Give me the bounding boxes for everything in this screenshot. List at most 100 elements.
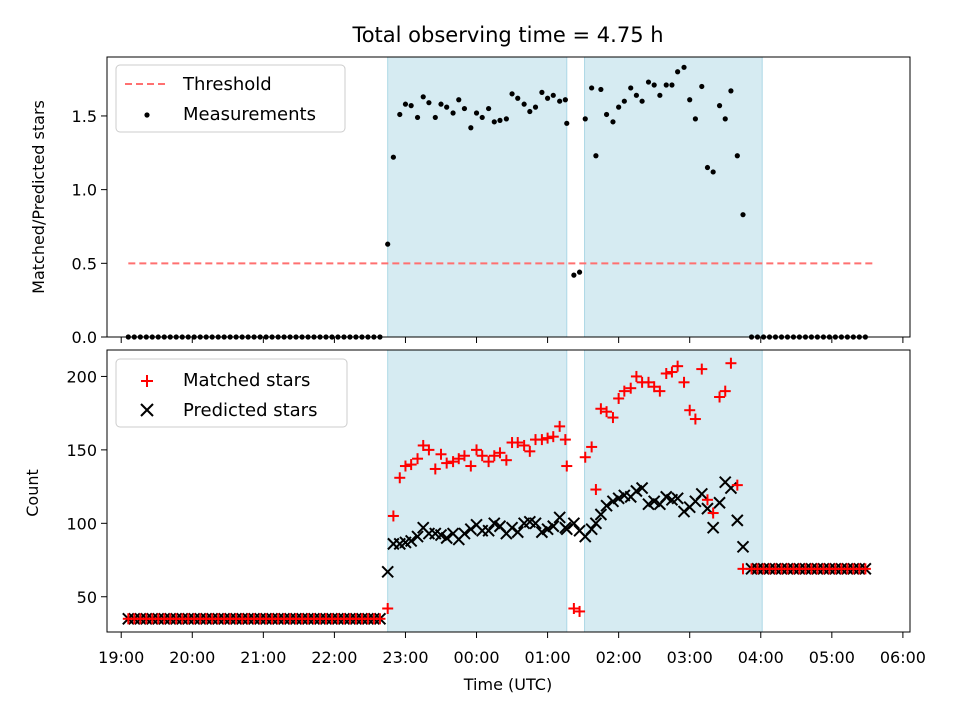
measurement-point [426,100,432,106]
measurement-point [532,104,539,110]
x-tick-label: 21:00 [240,648,286,667]
matched-star-marker [465,460,477,472]
measurement-point [589,85,595,91]
measurement-point [564,120,570,126]
predicted-star-marker [482,524,495,537]
predicted-star-marker [567,517,581,530]
predicted-star-marker [411,530,424,543]
measurement-point [621,98,627,104]
matched-star-marker [642,376,654,388]
ratio-plot-frame [106,56,911,338]
matched-star-marker [630,370,642,382]
matched-star-marker [494,447,506,459]
measurement-point [456,97,462,103]
ratio-legend: Threshold Measurements [115,64,346,133]
predicted-star-marker [695,487,708,501]
measurement-point [562,97,568,103]
measurement-point [550,92,556,98]
matched-star-marker [701,494,713,506]
matched-star-marker [536,434,548,446]
legend-predicted-label: Predicted stars [183,400,317,421]
matched-star-marker [654,385,666,397]
matched-star-marker [471,444,483,456]
matched-star-marker [559,434,571,446]
matched-star-marker [374,613,386,625]
measurement-point [544,95,551,101]
matched-star-marker [586,441,598,453]
legend-measurements-label: Measurements [183,104,316,125]
matched-star-marker [666,366,678,378]
count-y-tick-label: 100 [66,514,97,533]
measurement-point [509,91,515,97]
ratio-y-ticks: 0.0 0.5 1.0 1.5 [72,107,107,347]
predicted-star-marker [713,496,726,509]
matched-star-marker [579,451,591,463]
ratio-panel: 0.0 0.5 1.0 1.5 Matched/Predicted stars Thr… [29,56,911,347]
x-tick-label: 22:00 [311,648,357,667]
count-y-tick-label: 50 [77,588,97,607]
matched-star-marker [458,450,470,462]
measurement-point [734,153,740,159]
matched-star-marker [382,603,394,614]
matched-star-marker [423,444,435,456]
predicted-star-marker [511,525,524,539]
matched-star-marker [554,420,566,432]
matched-star-marker [618,385,630,397]
matched-star-marker [447,456,459,468]
matched-star-marker [518,439,530,451]
matched-star-marker [476,450,488,462]
x-tick-label: 04:00 [738,648,784,667]
count-x-ticks: 19:00 20:00 21:00 22:00 23:00 00:00 01:00 02:00… [98,632,926,667]
matched-star-marker [648,381,660,393]
measurement-point [651,82,657,88]
predicted-star-marker [381,565,394,578]
measurement-point [728,88,734,94]
predicted-star-marker [404,534,418,548]
predicted-star-marker [585,522,598,536]
night-span-1 [387,56,568,338]
ratio-y-tick-label: 0.0 [72,328,97,347]
matched-star-marker [412,453,424,465]
matched-star-marker [607,412,619,424]
predicted-star-marker [440,531,453,545]
ratio-x-ticks [120,337,904,343]
night-spans-top [387,56,763,338]
matched-star-marker [500,454,512,466]
measurement-point [710,169,716,175]
predicted-star-marker [736,540,750,554]
measurement-point [468,125,474,131]
x-tick-label: 20:00 [169,648,215,667]
predicted-star-marker [706,521,720,534]
measurement-point [675,69,681,75]
matched-star-marker [399,460,411,472]
night-span-2 [584,56,763,338]
measurement-point [740,212,746,218]
legend-measurements-swatch [144,112,150,118]
count-points [122,357,872,625]
count-plot-frame [106,349,911,633]
legend-matched-swatch [141,375,153,387]
night-span-2 [584,349,763,633]
predicted-star-marker [594,508,608,521]
measurement-point [616,104,622,110]
legend-threshold-label: Threshold [182,74,272,95]
predicted-star-marker [635,481,649,495]
matched-star-marker [547,431,559,443]
x-tick-label: 05:00 [809,648,855,667]
measurement-point [669,82,675,88]
matched-star-marker [387,510,399,522]
measurement-point [414,114,421,121]
measurement-point [681,64,687,70]
count-legend: Matched stars Predicted stars [115,358,348,428]
measurement-point [633,92,640,98]
night-span-1 [387,349,568,633]
measurement-point [385,241,391,247]
measurement-point [582,116,588,122]
measurement-point [390,154,396,160]
measurement-point [628,85,634,91]
x-tick-label: 00:00 [453,648,499,667]
predicted-star-marker [529,517,542,530]
measurement-point [515,95,521,101]
matched-star-marker [731,479,743,491]
